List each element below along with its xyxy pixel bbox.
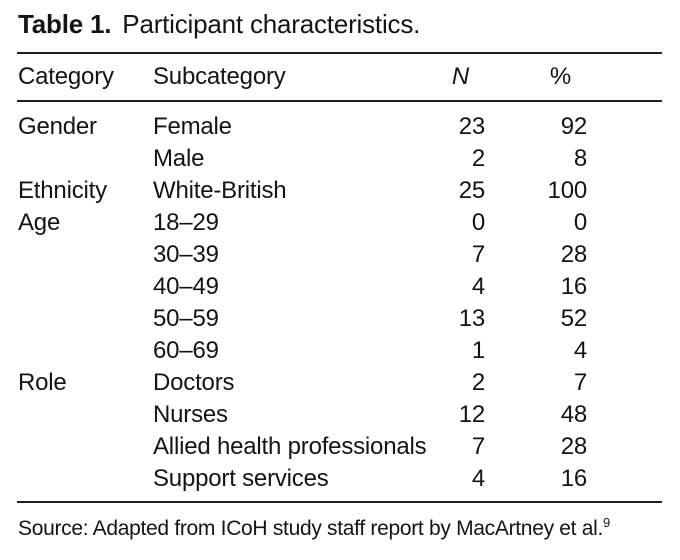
cell-n: 2 [471, 145, 485, 172]
cell-subcategory: 18–29 [153, 209, 219, 236]
cell-n: 25 [458, 177, 485, 204]
table-row: Gender Female 23 92 [17, 111, 662, 143]
cell-n: 2 [471, 369, 485, 396]
row-spacer [587, 303, 662, 335]
table-row: Nurses 12 48 [17, 399, 662, 431]
table-row: Age 18–29 0 0 [17, 207, 662, 239]
cell-subcategory: 50–59 [153, 305, 219, 332]
cell-category [17, 239, 153, 271]
cell-n: 0 [471, 209, 485, 236]
cell-subcategory: Female [153, 113, 232, 140]
cell-n: 4 [471, 273, 485, 300]
table-row: 30–39 7 28 [17, 239, 662, 271]
cell-subcategory: Nurses [153, 401, 228, 428]
cell-category [17, 399, 153, 431]
row-spacer [587, 367, 662, 399]
cell-category: Ethnicity [18, 177, 107, 204]
cell-subcategory: Doctors [153, 369, 235, 396]
cell-percent: 92 [560, 113, 587, 140]
table-row: Role Doctors 2 7 [17, 367, 662, 399]
cell-subcategory: 60–69 [153, 337, 219, 364]
cell-percent: 48 [560, 401, 587, 428]
table-row: Allied health professionals 7 28 [17, 431, 662, 463]
row-spacer [587, 431, 662, 463]
cell-subcategory: 30–39 [153, 241, 219, 268]
row-spacer [587, 399, 662, 431]
cell-category [17, 335, 153, 367]
cell-percent: 16 [560, 465, 587, 492]
cell-percent: 28 [560, 433, 587, 460]
cell-percent: 28 [560, 241, 587, 268]
cell-n: 13 [458, 305, 485, 332]
cell-n: 7 [471, 241, 485, 268]
cell-n: 7 [471, 433, 485, 460]
source-reference-superscript: 9 [603, 515, 610, 530]
cell-n: 12 [458, 401, 485, 428]
cell-category: Role [18, 369, 67, 396]
table-row: 60–69 1 4 [17, 335, 662, 367]
cell-subcategory: Support services [153, 465, 329, 492]
cell-percent: 16 [560, 273, 587, 300]
table-row: 40–49 4 16 [17, 271, 662, 303]
table-row: Male 2 8 [17, 143, 662, 175]
cell-subcategory: Allied health professionals [153, 433, 427, 460]
cell-category: Age [18, 209, 61, 236]
cell-percent: 4 [573, 337, 587, 364]
source-text: Source: Adapted from ICoH study staff re… [18, 517, 604, 540]
cell-n: 4 [471, 465, 485, 492]
cell-subcategory: Male [153, 145, 205, 172]
cell-category [17, 303, 153, 335]
cell-category [17, 271, 153, 303]
cell-percent: 100 [547, 177, 588, 204]
column-header-subcategory: Subcategory [153, 63, 286, 90]
table-caption-text: Participant characteristics. [122, 9, 421, 39]
row-spacer [587, 239, 662, 271]
row-spacer [587, 207, 662, 239]
table-header-row: Category Subcategory N % [17, 54, 662, 102]
cell-category [17, 431, 153, 463]
cell-category: Gender [18, 113, 97, 140]
cell-n: 1 [471, 337, 485, 364]
cell-percent: 7 [573, 369, 587, 396]
row-spacer [587, 271, 662, 303]
participant-characteristics-table: Category Subcategory N % Gender Female 2… [17, 52, 662, 503]
table-caption-label: Table 1. [18, 9, 112, 39]
cell-subcategory: White-British [153, 177, 287, 204]
cell-percent: 8 [573, 145, 587, 172]
cell-category [17, 463, 153, 495]
table-row: Ethnicity White-British 25 100 [17, 175, 662, 207]
table-caption: Table 1. Participant characteristics. [18, 7, 420, 41]
source-note: Source: Adapted from ICoH study staff re… [18, 515, 610, 544]
row-spacer [587, 463, 662, 495]
cell-subcategory: 40–49 [153, 273, 219, 300]
row-spacer [587, 143, 662, 175]
row-spacer [587, 111, 662, 143]
table-row: Support services 4 16 [17, 463, 662, 495]
column-header-category: Category [18, 63, 114, 90]
cell-category [17, 143, 153, 175]
cell-n: 23 [458, 113, 485, 140]
row-spacer [587, 335, 662, 367]
table-row: 50–59 13 52 [17, 303, 662, 335]
column-header-n: N [451, 63, 469, 90]
table-body: Gender Female 23 92 Male 2 8 Ethnicity W… [17, 102, 662, 501]
row-spacer [587, 175, 662, 207]
cell-percent: 52 [560, 305, 587, 332]
cell-percent: 0 [573, 209, 587, 236]
column-header-percent: % [549, 63, 571, 90]
